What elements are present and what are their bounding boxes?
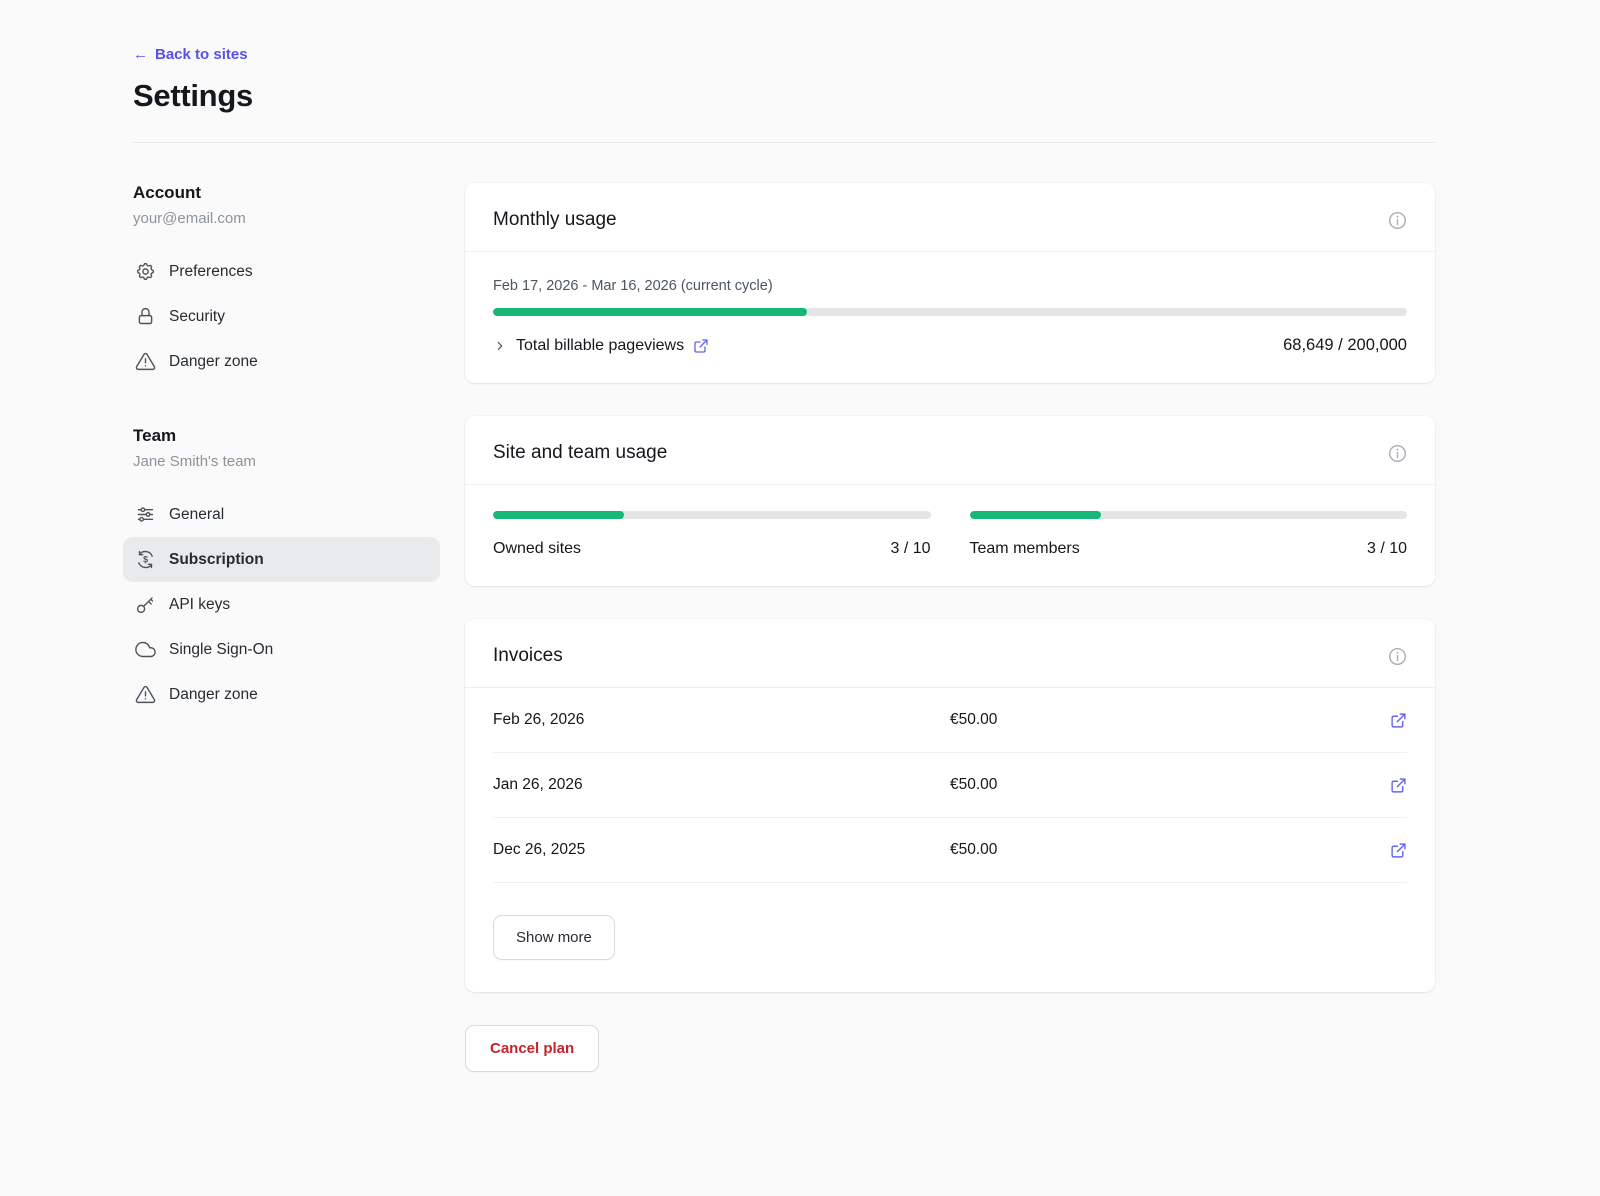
sidebar-section-account: Account your@email.com Preferences Secur…: [133, 183, 440, 384]
sidebar-item-label: Subscription: [169, 550, 264, 568]
invoices-card: Invoices Feb 26, 2026 €50.00 Jan 26, 202…: [465, 619, 1435, 992]
owned-sites-progress-bar: [493, 511, 931, 519]
section-title-team: Team: [133, 426, 177, 445]
sidebar-item-label: Single Sign-On: [169, 640, 274, 658]
header-divider: [133, 142, 1435, 143]
info-icon[interactable]: [1388, 647, 1407, 666]
key-icon: [135, 594, 156, 615]
sidebar-item-account-danger-zone[interactable]: Danger zone: [123, 339, 440, 384]
sidebar-item-api-keys[interactable]: API keys: [123, 582, 440, 627]
lock-icon: [135, 306, 156, 327]
invoice-row: Jan 26, 2026 €50.00: [493, 753, 1407, 818]
sidebar-item-general[interactable]: General: [123, 492, 440, 537]
team-members-meter: Team members 3 / 10: [969, 511, 1407, 558]
invoice-date: Feb 26, 2026: [493, 711, 585, 728]
subscription-settings-main: Monthly usage Feb 17, 2026 - Mar 16, 202…: [465, 183, 1435, 1072]
team-members-progress-fill: [969, 511, 1101, 519]
sliders-icon: [135, 504, 156, 525]
sidebar-item-label: General: [169, 505, 225, 523]
pageviews-progress-fill: [493, 308, 807, 316]
owned-sites-meter: Owned sites 3 / 10: [493, 511, 931, 558]
cancel-plan-button[interactable]: Cancel plan: [465, 1025, 600, 1072]
site-team-usage-title: Site and team usage: [493, 442, 668, 463]
show-more-button[interactable]: Show more: [493, 915, 615, 960]
arrow-left-icon: ←: [133, 46, 148, 63]
external-link-icon[interactable]: [693, 338, 709, 354]
team-nav: General Subscription API keys Single Sig…: [123, 492, 440, 717]
owned-sites-label: Owned sites: [493, 540, 582, 557]
warning-triangle-icon: [135, 351, 156, 372]
invoice-external-link-icon[interactable]: [1390, 842, 1407, 859]
chevron-right-icon[interactable]: [493, 339, 507, 353]
team-members-progress-bar: [969, 511, 1407, 519]
settings-sidebar: Account your@email.com Preferences Secur…: [123, 183, 440, 1072]
sidebar-item-label: API keys: [169, 595, 231, 613]
settings-page: ← Back to sites Settings Account your@em…: [123, 46, 1435, 1072]
back-link-label: Back to sites: [155, 46, 248, 63]
team-members-label: Team members: [969, 540, 1080, 557]
owned-sites-progress-fill: [493, 511, 625, 519]
cloud-icon: [135, 639, 156, 660]
monthly-usage-title: Monthly usage: [493, 209, 617, 230]
monthly-usage-card: Monthly usage Feb 17, 2026 - Mar 16, 202…: [465, 183, 1435, 383]
sidebar-item-label: Security: [169, 307, 225, 325]
sidebar-item-subscription[interactable]: Subscription: [123, 537, 440, 582]
invoice-row: Feb 26, 2026 €50.00: [493, 688, 1407, 753]
team-members-value: 3 / 10: [1366, 540, 1407, 557]
sidebar-item-team-danger-zone[interactable]: Danger zone: [123, 672, 440, 717]
sidebar-item-label: Danger zone: [169, 685, 258, 703]
sidebar-item-single-sign-on[interactable]: Single Sign-On: [123, 627, 440, 672]
invoice-amount: €50.00: [950, 711, 998, 728]
info-icon[interactable]: [1388, 211, 1407, 230]
site-team-usage-card: Site and team usage Owned sites 3 / 10: [465, 416, 1435, 586]
invoice-external-link-icon[interactable]: [1390, 712, 1407, 729]
team-name: Jane Smith's team: [133, 453, 256, 470]
invoice-amount: €50.00: [950, 776, 998, 793]
page-title: Settings: [133, 78, 253, 113]
owned-sites-value: 3 / 10: [890, 540, 931, 557]
pageviews-progress-bar: [493, 308, 1407, 316]
sidebar-item-security[interactable]: Security: [123, 294, 440, 339]
billing-cycle-label: Feb 17, 2026 - Mar 16, 2026 (current cyc…: [493, 278, 773, 294]
warning-triangle-icon: [135, 684, 156, 705]
gear-icon: [135, 261, 156, 282]
back-to-sites-link[interactable]: ← Back to sites: [133, 46, 248, 63]
invoice-amount: €50.00: [950, 841, 998, 858]
sidebar-section-team: Team Jane Smith's team General Subscript…: [123, 426, 440, 717]
info-icon[interactable]: [1388, 444, 1407, 463]
section-title-account: Account: [133, 183, 201, 202]
billable-pageviews-label: Total billable pageviews: [516, 336, 685, 354]
account-nav: Preferences Security Danger zone: [133, 249, 440, 384]
sidebar-item-preferences[interactable]: Preferences: [123, 249, 440, 294]
billable-pageviews-value: 68,649 / 200,000: [1283, 336, 1407, 354]
invoice-external-link-icon[interactable]: [1390, 777, 1407, 794]
invoice-row: Dec 26, 2025 €50.00: [493, 818, 1407, 883]
account-email: your@email.com: [133, 210, 246, 227]
sidebar-item-label: Danger zone: [169, 352, 258, 370]
invoice-date: Jan 26, 2026: [493, 776, 583, 793]
dollar-refresh-icon: [135, 549, 156, 570]
invoices-title: Invoices: [493, 645, 563, 666]
invoice-date: Dec 26, 2025: [493, 841, 586, 858]
sidebar-item-label: Preferences: [169, 262, 253, 280]
